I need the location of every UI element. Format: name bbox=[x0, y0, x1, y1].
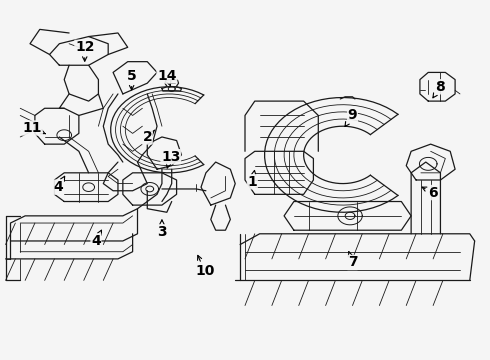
Text: 1: 1 bbox=[247, 170, 257, 189]
Text: 2: 2 bbox=[143, 130, 155, 144]
Text: 5: 5 bbox=[127, 69, 137, 90]
Text: 14: 14 bbox=[157, 69, 176, 86]
Text: 8: 8 bbox=[433, 80, 445, 98]
Text: 12: 12 bbox=[75, 40, 95, 61]
Text: 9: 9 bbox=[345, 108, 357, 126]
Text: 4: 4 bbox=[53, 176, 65, 194]
Text: 4: 4 bbox=[91, 230, 101, 248]
Text: 11: 11 bbox=[23, 121, 46, 135]
Text: 3: 3 bbox=[157, 220, 167, 239]
Text: 6: 6 bbox=[422, 185, 438, 199]
Text: 10: 10 bbox=[195, 255, 215, 278]
Text: 7: 7 bbox=[348, 252, 357, 270]
Text: 13: 13 bbox=[161, 150, 180, 168]
